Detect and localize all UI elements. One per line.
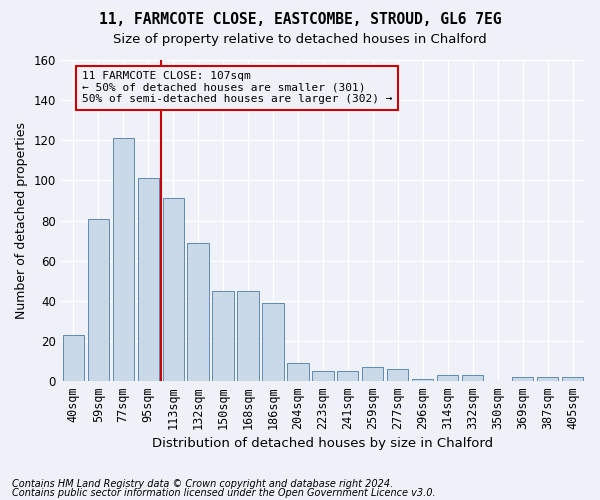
Bar [462, 375, 483, 381]
Bar [362, 367, 383, 381]
Bar [238, 291, 259, 381]
Text: Contains HM Land Registry data © Crown copyright and database right 2024.: Contains HM Land Registry data © Crown c… [12, 479, 393, 489]
Bar [137, 178, 159, 381]
Bar [537, 377, 558, 381]
Text: 11, FARMCOTE CLOSE, EASTCOMBE, STROUD, GL6 7EG: 11, FARMCOTE CLOSE, EASTCOMBE, STROUD, G… [99, 12, 501, 28]
Text: Size of property relative to detached houses in Chalford: Size of property relative to detached ho… [113, 32, 487, 46]
X-axis label: Distribution of detached houses by size in Chalford: Distribution of detached houses by size … [152, 437, 493, 450]
Bar [262, 303, 284, 381]
Bar [88, 218, 109, 381]
Bar [187, 242, 209, 381]
Bar [562, 377, 583, 381]
Bar [437, 375, 458, 381]
Bar [312, 371, 334, 381]
Bar [212, 291, 233, 381]
Bar [287, 363, 308, 381]
Bar [113, 138, 134, 381]
Bar [387, 369, 409, 381]
Bar [512, 377, 533, 381]
Bar [163, 198, 184, 381]
Bar [62, 335, 84, 381]
Bar [337, 371, 358, 381]
Bar [412, 379, 433, 381]
Text: 11 FARMCOTE CLOSE: 107sqm
← 50% of detached houses are smaller (301)
50% of semi: 11 FARMCOTE CLOSE: 107sqm ← 50% of detac… [82, 71, 392, 104]
Text: Contains public sector information licensed under the Open Government Licence v3: Contains public sector information licen… [12, 488, 436, 498]
Y-axis label: Number of detached properties: Number of detached properties [15, 122, 28, 319]
